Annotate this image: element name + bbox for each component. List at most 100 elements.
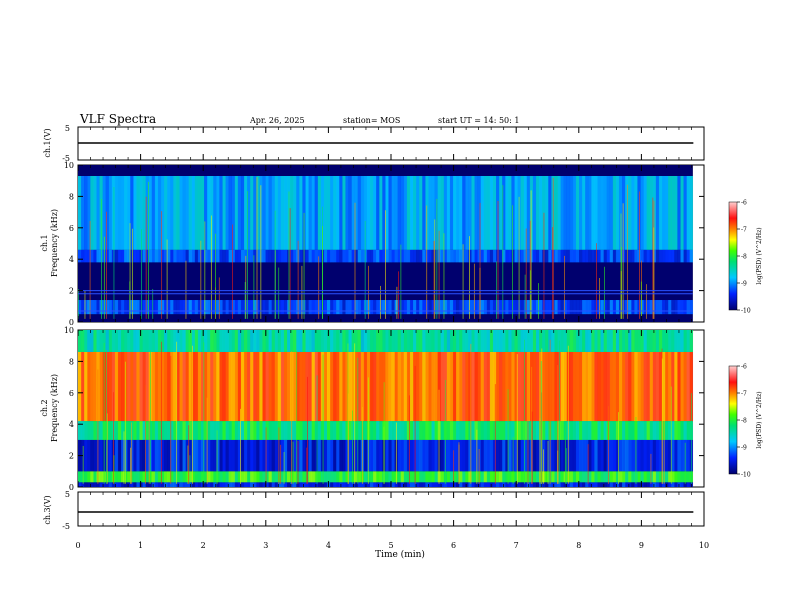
ch1-spectrogram-texture	[594, 175, 598, 250]
ch2-spectrogram-texture	[117, 330, 122, 352]
ch2-spectrogram-texture	[240, 471, 245, 483]
ch2-spectrogram-texture	[437, 482, 441, 487]
ch2-spectrogram-texture	[655, 482, 660, 487]
ch1-spectrogram-texture	[674, 300, 678, 315]
ch2-spectrogram-texture	[179, 439, 183, 472]
ch2-spectrogram-texture	[142, 351, 146, 422]
ch2-spectrogram-texture	[277, 421, 282, 440]
ch2-spectrogram-texture	[468, 439, 472, 472]
ch2-spectrogram-texture	[480, 482, 485, 487]
ch1-spectrogram-texture	[499, 300, 503, 315]
ch1-spectrogram-texture	[78, 300, 82, 315]
ch1-spectrogram-ytick-label: 8	[69, 192, 74, 201]
ch1-spectrogram-texture	[179, 300, 183, 315]
ch2-spectrogram-texture	[176, 471, 180, 483]
ch2-spectrogram-texture	[283, 330, 288, 352]
ch2-spectrogram-texture	[532, 482, 537, 487]
ch1-spectrogram-texture	[674, 249, 678, 263]
ch2-spectrogram-texture	[489, 421, 494, 440]
ch1-spectrogram-texture	[136, 175, 140, 250]
ch1-spectrogram-texture	[188, 175, 193, 250]
ch2-spectrogram-texture	[164, 471, 168, 483]
ch2-spectrogram-texture	[274, 421, 279, 440]
ch1-spectrogram-texture	[612, 175, 617, 250]
ch2-spectrogram-texture	[431, 471, 435, 483]
ch2-spectrogram-texture	[551, 482, 555, 487]
ch1-spectrogram-texture	[164, 175, 168, 250]
ch1-spectrogram-texture	[668, 249, 672, 263]
ch2-spectrogram-texture	[397, 421, 402, 440]
ch2-spectrogram-texture	[680, 439, 684, 472]
ch1-spectrogram-texture	[560, 175, 564, 250]
ch2-spectrogram-texture	[680, 482, 684, 487]
ch2-spectrogram-texture	[486, 439, 491, 472]
ch1-spectrogram-texture	[348, 175, 352, 250]
ch1-spectrogram-texture	[191, 175, 196, 250]
ch2-spectrogram-texture	[373, 471, 377, 483]
ch2-spectrogram-texture	[489, 330, 494, 352]
ch2-spectrogram-texture	[492, 330, 497, 352]
ch2-spectrogram-texture	[111, 351, 116, 422]
ch2-spectrogram-texture	[615, 330, 620, 352]
ch2-spectrogram-texture	[237, 482, 242, 487]
ch2-spectrogram-texture	[505, 439, 509, 472]
ch2-spectrogram-texture	[274, 439, 279, 472]
ch1-spectrogram-texture	[290, 300, 294, 315]
ch2-spectrogram-texture	[437, 351, 441, 422]
ch2-spectrogram-texture	[529, 330, 534, 352]
ch2-spectrogram-texture	[90, 421, 94, 440]
ch2-spectrogram-texture	[419, 471, 423, 483]
ch2-spectrogram-texture	[520, 421, 524, 440]
ch1-spectrogram-texture	[566, 175, 571, 250]
ch2-spectrogram-texture	[434, 482, 438, 487]
ch1-spectrogram-texture	[545, 249, 549, 263]
ch2-spectrogram-texture	[403, 482, 408, 487]
ch2-spectrogram-texture	[591, 439, 595, 472]
ch2-spectrogram-texture	[554, 330, 558, 352]
ch1-spectrogram-texture	[477, 300, 481, 315]
ch1-spectrogram-texture	[268, 175, 272, 250]
ch2-spectrogram-texture	[376, 439, 380, 472]
ch2-spectrogram-texture	[480, 421, 485, 440]
ch1-spectrogram-texture	[486, 300, 491, 315]
ch2-spectrogram-texture	[231, 471, 236, 483]
ch2-spectrogram-texture	[588, 351, 592, 422]
ch2-spectrogram-texture	[677, 439, 681, 472]
ch1-spectrogram-texture	[136, 249, 140, 263]
ch1-spectrogram-texture	[591, 249, 595, 263]
ch1-spectrogram-texture	[640, 175, 644, 250]
ch1-spectrogram-texture	[625, 300, 629, 315]
ch2-spectrogram-texture	[594, 439, 598, 472]
ch2-spectrogram-texture	[87, 421, 91, 440]
ch2-spectrogram-texture	[637, 421, 641, 440]
ch2-spectrogram-texture	[360, 330, 365, 352]
ch1-spectrogram-texture	[428, 249, 432, 263]
ch1-spectrogram-texture	[231, 249, 236, 263]
ch1-spectrogram-texture	[465, 175, 469, 250]
ch2-spectrogram-texture	[391, 439, 395, 472]
ch2-spectrogram-texture	[625, 421, 629, 440]
ch2-spectrogram-texture	[465, 421, 469, 440]
ch2-spectrogram-texture	[299, 421, 303, 440]
ch1-spectrogram-texture	[548, 300, 552, 315]
ch3-waveform-panel: 5 -5 ch.3(V)	[43, 490, 705, 531]
ch1-spectrogram-texture	[351, 300, 355, 315]
ch2-spectrogram-texture	[603, 421, 607, 440]
ch2-spectrogram-texture	[677, 330, 681, 352]
ch1-spectrogram-texture	[204, 175, 208, 250]
ch1-spectrogram-texture	[357, 249, 362, 263]
ch1-spectrogram-texture	[127, 175, 131, 250]
ch2-spectrogram-texture	[127, 421, 131, 440]
ch2-spectrogram-texture	[173, 482, 177, 487]
ch2-spectrogram-texture	[194, 421, 199, 440]
ch2-spectrogram-texture	[154, 471, 159, 483]
ch2-spectrogram-texture	[471, 439, 475, 472]
ch2-spectrogram-texture	[216, 482, 220, 487]
ch2-spectrogram-texture	[505, 330, 509, 352]
ch1-spectrogram-texture	[514, 175, 518, 250]
ch2-spectrogram-texture	[379, 330, 383, 352]
ch2-spectrogram-texture	[622, 330, 626, 352]
ch2-spectrogram-texture	[225, 482, 229, 487]
ch1-spectrogram-texture	[124, 300, 128, 315]
ch1-spectrogram-texture	[480, 175, 485, 250]
